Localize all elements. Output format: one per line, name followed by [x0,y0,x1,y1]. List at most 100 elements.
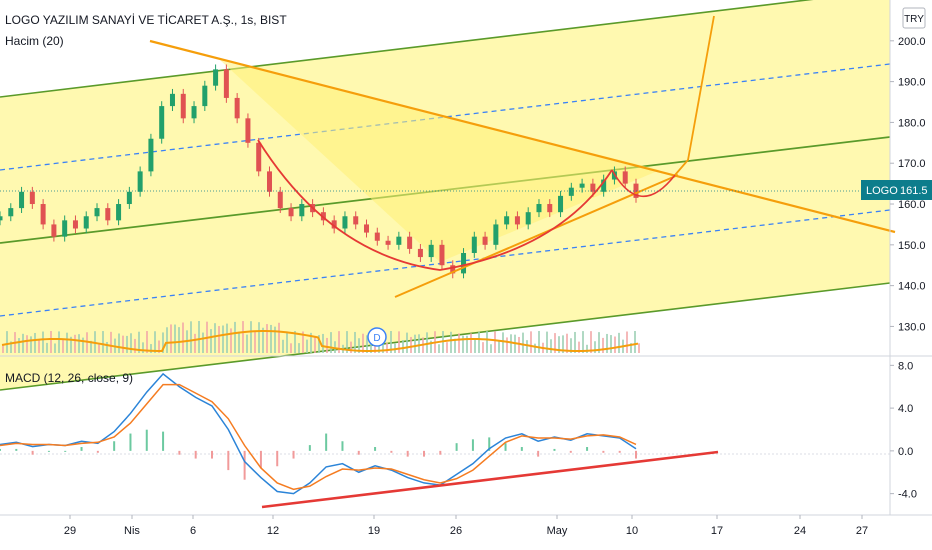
volume-bar [258,322,260,353]
volume-bar [462,335,464,353]
dividend-label: D [373,333,380,344]
candle [266,166,272,197]
volume-bar [478,331,480,353]
candle [320,207,326,226]
volume-bar [90,340,92,353]
volume-bar [234,321,236,353]
price-tick-label: 180.0 [898,117,926,129]
candle [493,219,499,250]
macd-histogram-bar [47,450,50,452]
dividend-marker[interactable]: D [367,327,387,347]
time-tick-label: 26 [450,525,462,537]
time-tick-label: May [547,525,568,537]
volume-bar [330,332,332,353]
macd-histogram-bar [390,450,393,453]
price-tick-label: 200.0 [898,36,926,48]
macd-axis[interactable]: 8.0 4.0 0.0 -4.0 [890,360,917,501]
candle [579,178,585,193]
volume-bar [166,327,168,353]
candle [0,211,3,226]
currency-badge[interactable]: TRY [902,7,926,29]
volume-bar [334,341,336,353]
macd-histogram-bar [635,450,637,459]
descending-trendline [149,39,896,234]
volume-bar [398,331,400,353]
price-tick-label: 130.0 [898,321,926,333]
volume-bar [158,340,160,353]
candle [159,101,165,144]
time-tick-label: 27 [856,525,868,537]
time-axis[interactable]: 29 Nis 6 12 19 26 May 10 17 24 27 [64,515,868,537]
volume-bar [446,342,448,353]
candle [105,203,111,226]
time-tick-label: Nis [124,525,140,537]
macd-tick-label: 0.0 [898,446,913,458]
macd-histogram-bar [504,443,507,451]
volume-moving-average [1,330,639,353]
volume-bar [298,343,300,353]
volume-bar [350,341,352,353]
volume-bar [614,336,616,353]
candle [568,182,574,201]
price-axis[interactable]: 130.0 140.0 150.0 160.0 170.0 180.0 190.0 200.0 [890,36,926,334]
volume-bar [102,331,104,353]
time-tick-label: 24 [794,525,806,537]
macd-histogram-bar [537,450,540,457]
candle [40,199,46,230]
volume-bar [526,340,528,353]
candle [407,231,413,254]
macd-label: MACD (12, 26, close, 9) [5,371,134,385]
macd-histogram-bar [276,450,279,467]
volume-bar [194,333,196,353]
volume-bar [178,327,180,353]
volume-bar [74,334,76,353]
candle [525,207,531,230]
volume-bar [386,342,388,353]
macd-histogram-bar [243,450,246,480]
macd-histogram-bar [374,447,377,451]
macd-histogram-bar [292,450,295,459]
volume-label: Hacim (20) [5,34,64,48]
volume-bar [182,322,184,353]
macd-histogram-bar [423,450,425,457]
candle [202,80,208,111]
price-badge-symbol: LOGO [866,185,898,197]
volume-bar [70,336,72,353]
macd-histogram-bar [15,448,18,451]
candle [234,93,240,124]
macd-histogram-bar [178,450,181,455]
volume-bar [402,340,404,353]
volume-bar [550,339,552,353]
volume-bar [302,331,304,353]
volume-bar [638,343,640,353]
candle [137,166,143,197]
macd-histogram-bar [357,450,360,455]
macd-histogram-bar [227,450,230,471]
volume-bar [26,335,28,353]
volume-bar [438,344,440,353]
candle [94,203,100,222]
candle [148,133,154,177]
candle [29,186,35,209]
volume-bar [338,331,340,353]
volume-bar [322,333,324,353]
macd-histogram-bar [520,447,523,451]
price-tick-label: 140.0 [898,281,926,293]
channel-upper-line [0,0,814,98]
macd-histogram-bar [618,450,621,453]
volume-bar [318,335,320,353]
macd-tick-label: 8.0 [898,360,913,372]
time-tick-label: 17 [711,525,723,537]
volume-bar [314,336,316,353]
candle [482,231,488,250]
currency-label: TRY [904,14,924,25]
volume-bar [634,331,636,353]
candle [353,211,359,230]
volume-bar [610,335,612,353]
volume-bar [410,336,412,353]
volume-bar [142,342,144,353]
volume-bar [590,331,592,353]
volume-bar [226,323,228,353]
volume-bar [482,342,484,353]
